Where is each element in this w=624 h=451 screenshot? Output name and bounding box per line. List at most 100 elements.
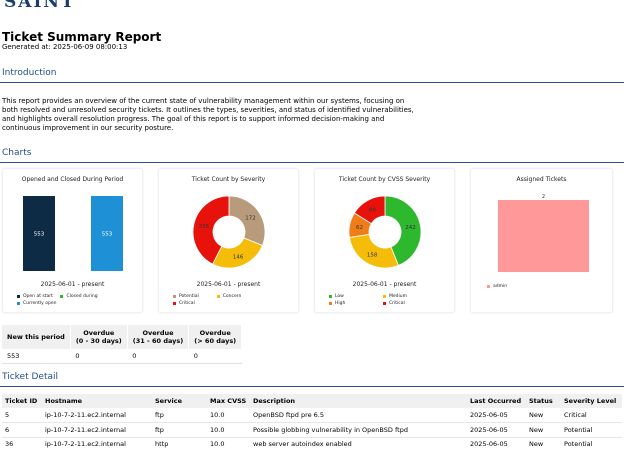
donut-slice (228, 195, 266, 246)
chart-legend: Open at start Closed during Currently op… (17, 294, 100, 306)
legend-item: High (329, 301, 353, 306)
bar (498, 200, 589, 272)
legend-swatch (173, 295, 176, 298)
column-header: Severity Level (561, 394, 622, 408)
assigned-bar-chart: 2 (498, 194, 589, 272)
table-cell: OpenBSD ftpd pre 6.5 (250, 408, 467, 423)
bar-value-label: 553 (34, 232, 45, 238)
legend-item: Potential (173, 294, 199, 299)
table-row: 553 0 0 0 (2, 349, 242, 364)
table-cell: Potential (561, 437, 622, 451)
table-cell: 2025-06-05 (467, 437, 526, 451)
donut-slice (192, 195, 230, 265)
legend-swatch (329, 302, 332, 305)
chart-legend: Potential Concern Critical (173, 294, 242, 306)
legend-item: Critical (173, 301, 199, 306)
chart-subtitle: 2025-06-01 - present (196, 281, 261, 288)
table-cell: 36 (2, 437, 42, 451)
column-header: Ticket ID (2, 394, 42, 408)
table-cell: 10.0 (207, 437, 250, 451)
table-cell: ip-10-7-2-11.ec2.internal (42, 437, 152, 451)
chart-title: Ticket Count by CVSS Severity (338, 176, 431, 183)
legend-item: Currently open (17, 301, 56, 306)
section-divider (0, 82, 624, 83)
slice-value-label: 158 (367, 253, 378, 259)
table-cell: 2025-06-05 (467, 408, 526, 423)
chart-subtitle: 2025-06-01 - present (40, 281, 105, 288)
column-header: Overdue (> 60 days) (188, 325, 243, 349)
legend-swatch (383, 295, 386, 298)
donut-slice (384, 195, 422, 266)
section-divider (0, 386, 624, 387)
table-cell: ip-10-7-2-11.ec2.internal (42, 408, 152, 423)
legend-label: admin (493, 284, 508, 289)
table-row: 6 ip-10-7-2-11.ec2.internal ftp 10.0 Possibl… (2, 422, 622, 438)
legend-item: Low (329, 294, 353, 299)
legend-label: Concern (222, 294, 242, 299)
bar-value-label: 2 (542, 194, 545, 200)
bar (91, 196, 123, 271)
donut-slice (353, 195, 386, 225)
section-introduction: Introduction (2, 68, 57, 78)
table-cell: New (526, 437, 561, 451)
table-row: 5 ip-10-7-2-11.ec2.internal ftp 10.0 OpenBSD… (2, 408, 622, 423)
donut-slice (348, 233, 399, 269)
table-cell: New (526, 422, 561, 438)
legend-item: Open at start (17, 294, 56, 299)
legend-item: Concern (216, 294, 243, 299)
table-cell: 5 (2, 408, 42, 423)
ticket-detail-table: Ticket ID Hostname Service Max CVSS Descript… (2, 394, 622, 451)
legend-swatch (216, 295, 220, 298)
column-header: New this period (2, 325, 71, 349)
legend-swatch (17, 295, 20, 298)
table-header-row: New this period Overdue (0 - 30 days) Overd… (2, 325, 243, 349)
column-header: Overdue (0 - 30 days) (70, 325, 128, 349)
chart-legend: Low Medium High Critical (329, 294, 407, 306)
section-divider (0, 162, 624, 163)
chart-title: Assigned Tickets (516, 176, 567, 183)
chart-opened-closed: Opened and Closed During Period 553 553 2… (2, 168, 143, 313)
slice-value-label: 89 (369, 207, 376, 213)
slice-value-label: 172 (245, 215, 256, 221)
table-cell: 0 (127, 349, 189, 364)
table-row: 36 ip-10-7-2-11.ec2.internal http 10.0 web s… (2, 437, 622, 451)
table-cell: 10.0 (207, 422, 250, 438)
slice-value-label: 235 (198, 224, 209, 230)
legend-label: Critical (179, 301, 195, 306)
column-header: Last Occurred (467, 394, 526, 408)
legend-swatch (329, 295, 332, 298)
chart-title: Ticket Count by Severity (191, 176, 266, 183)
chart-subtitle: 2025-06-01 - present (352, 281, 417, 288)
legend-label: Medium (389, 294, 407, 299)
legend-item: Critical (383, 301, 407, 306)
table-cell: http (152, 437, 207, 451)
chart-assigned-tickets: Assigned Tickets 2 admin (470, 168, 613, 313)
chart-title: Opened and Closed During Period (21, 176, 124, 183)
opened-closed-bar-chart: 553 553 (23, 196, 123, 271)
chart-legend: admin (487, 284, 507, 289)
slice-value-label: 242 (405, 225, 416, 231)
generated-timestamp: Generated at: 2025-06-09 08:00:13 (2, 43, 128, 51)
table-cell: 6 (2, 422, 42, 438)
cvss-donut-chart: 242 158 62 89 (348, 195, 422, 269)
chart-cvss-severity: Ticket Count by CVSS Severity 242 158 62 89… (314, 168, 455, 313)
overdue-summary-table: New this period Overdue (0 - 30 days) Overd… (2, 325, 243, 364)
introduction-text: This report provides an overview of the … (2, 97, 414, 132)
legend-label: Low (335, 294, 344, 299)
legend-label: Critical (389, 301, 405, 306)
table-cell: web server autoindex enabled (250, 437, 467, 451)
column-header: Overdue (31 - 60 days) (127, 325, 190, 349)
legend-label: Currently open (23, 301, 57, 306)
slice-value-label: 146 (233, 254, 244, 260)
table-cell: ftp (152, 422, 207, 438)
severity-donut-chart: 172 146 235 (192, 195, 266, 269)
section-ticket-detail: Ticket Detail (2, 372, 58, 382)
report-title: Ticket Summary Report (2, 30, 162, 44)
table-cell: 0 (70, 349, 128, 364)
table-cell: Critical (561, 408, 622, 423)
legend-item: Medium (383, 294, 407, 299)
column-header: Hostname (42, 394, 152, 408)
bar-value-label: 553 (102, 232, 113, 238)
legend-swatch (17, 302, 20, 305)
column-header: Status (526, 394, 561, 408)
